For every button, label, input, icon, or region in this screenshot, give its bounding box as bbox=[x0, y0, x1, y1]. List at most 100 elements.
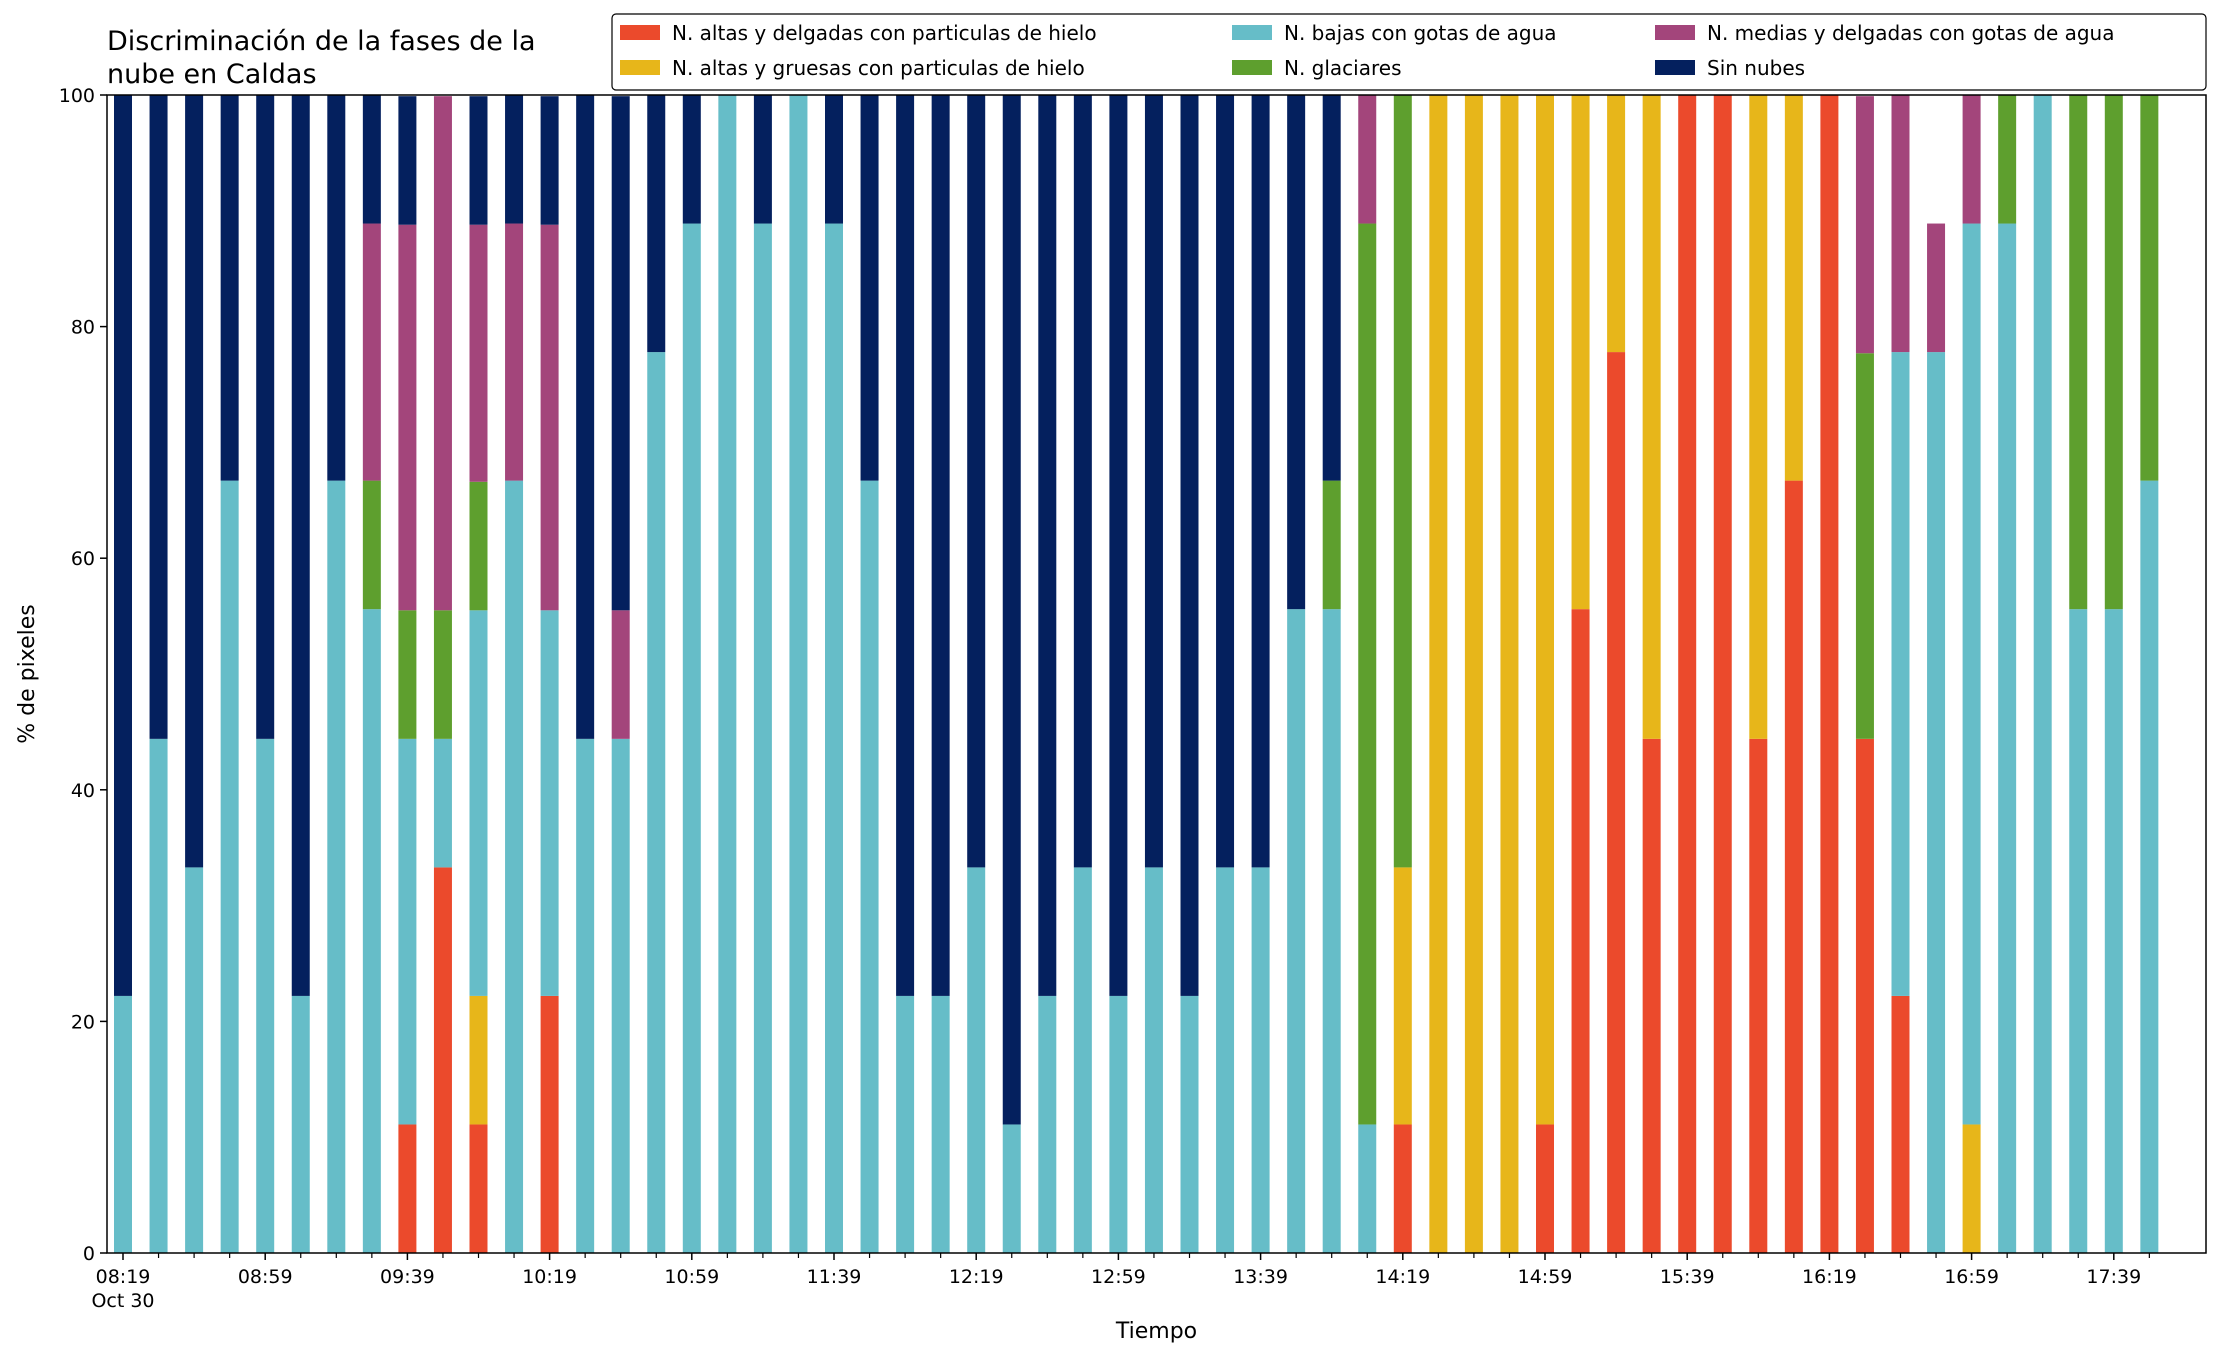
bar-segment bbox=[1642, 738, 1661, 1253]
y-axis: 0 20 40 60 80 100 bbox=[59, 85, 107, 1265]
bar-segment bbox=[398, 224, 417, 611]
bar-segment bbox=[1784, 480, 1803, 1253]
bar-segment bbox=[362, 95, 381, 224]
bar-segment bbox=[505, 480, 524, 1253]
bar-segment bbox=[505, 95, 524, 224]
legend-swatch bbox=[1655, 60, 1695, 75]
bar-segment bbox=[540, 224, 559, 611]
bar-segment bbox=[327, 95, 346, 481]
bar-segment bbox=[469, 481, 488, 611]
bar-segment bbox=[576, 738, 595, 1253]
bar-segment bbox=[1749, 95, 1768, 739]
legend-box bbox=[611, 13, 2207, 91]
bar-segment bbox=[2140, 480, 2159, 1253]
legend-swatch bbox=[1232, 25, 1272, 40]
bar-segment bbox=[185, 867, 204, 1253]
bar-segment bbox=[1962, 1124, 1981, 1253]
bar-segment bbox=[1784, 95, 1803, 481]
legend-entry: N. glaciares bbox=[1232, 56, 1402, 80]
x-tick-sublabel: Oct 30 bbox=[91, 1290, 154, 1312]
legend-swatch bbox=[620, 25, 660, 40]
bar-segment bbox=[1820, 95, 1839, 1253]
x-tick-label: 15:39 bbox=[1660, 1266, 1715, 1288]
y-tick-label: 60 bbox=[71, 548, 95, 570]
bar-segment bbox=[220, 95, 239, 481]
bar-segment bbox=[1855, 353, 1874, 739]
bar-segment bbox=[1216, 95, 1235, 868]
bar-segment bbox=[1251, 95, 1270, 868]
bar-segment bbox=[327, 480, 346, 1253]
bar-segment bbox=[860, 480, 879, 1253]
bar-segment bbox=[1927, 223, 1946, 353]
legend-entry: N. bajas con gotas de agua bbox=[1232, 21, 1557, 45]
bar-segment bbox=[576, 95, 595, 739]
bar-segment bbox=[682, 223, 701, 1253]
bar-segment bbox=[114, 995, 132, 1253]
bar-segment bbox=[1393, 867, 1412, 1125]
bar-segment bbox=[540, 96, 559, 225]
bar-segment bbox=[433, 738, 452, 868]
bar-segment bbox=[896, 995, 915, 1253]
x-tick-label: 08:59 bbox=[238, 1266, 293, 1288]
bar-segment bbox=[291, 95, 310, 996]
bar-segment bbox=[1998, 223, 2017, 1253]
y-tick-label: 0 bbox=[83, 1243, 95, 1265]
bar-segment bbox=[1038, 95, 1057, 996]
bar-segment bbox=[1713, 95, 1732, 1253]
bar-segment bbox=[2104, 609, 2123, 1253]
bar-segment bbox=[1891, 995, 1910, 1253]
bar-segment bbox=[1464, 95, 1483, 1253]
bar-segment bbox=[256, 738, 275, 1253]
legend-label: N. glaciares bbox=[1284, 56, 1402, 80]
bar-segment bbox=[682, 95, 701, 224]
legend: N. altas y delgadas con particulas de hi… bbox=[611, 13, 2207, 91]
bar-segment bbox=[362, 223, 381, 481]
bar-segment bbox=[1180, 995, 1199, 1253]
bar-segment bbox=[505, 223, 524, 481]
legend-label: Sin nubes bbox=[1707, 56, 1805, 80]
bar-segment bbox=[433, 867, 452, 1253]
plot-frame bbox=[106, 94, 2207, 1254]
legend-label: N. altas y delgadas con particulas de hi… bbox=[672, 21, 1097, 45]
bar-segment bbox=[1393, 1124, 1412, 1253]
y-tick-label: 20 bbox=[71, 1011, 95, 1033]
bar-segment bbox=[1642, 95, 1661, 739]
bar-segment bbox=[647, 95, 666, 353]
bar-segment bbox=[1500, 95, 1519, 1253]
bar-segment bbox=[362, 609, 381, 1253]
legend-swatch bbox=[1655, 25, 1695, 40]
bar-segment bbox=[398, 738, 417, 1125]
bar-segment bbox=[825, 95, 843, 224]
bar-segment bbox=[2069, 609, 2088, 1253]
bar-segment bbox=[398, 610, 417, 739]
legend-entry: N. medias y delgadas con gotas de agua bbox=[1655, 21, 2115, 45]
y-axis-label: % de pixeles bbox=[15, 604, 40, 743]
bar-segment bbox=[825, 223, 843, 1253]
bar-segment bbox=[1322, 609, 1341, 1253]
bar-segment bbox=[931, 995, 950, 1253]
bar-segment bbox=[1287, 609, 1306, 1253]
bar-segment bbox=[1002, 1124, 1021, 1253]
legend-label: N. medias y delgadas con gotas de agua bbox=[1707, 21, 2115, 45]
bar-segment bbox=[1536, 95, 1554, 1125]
legend-label: N. bajas con gotas de agua bbox=[1284, 21, 1557, 45]
x-tick-label: 09:39 bbox=[380, 1266, 435, 1288]
bar-segment bbox=[1251, 867, 1270, 1253]
bar-segment bbox=[1322, 95, 1341, 481]
bar-segment bbox=[2104, 95, 2123, 610]
legend-entry: Sin nubes bbox=[1655, 56, 1805, 80]
bar-segment bbox=[540, 610, 559, 996]
bar-segment bbox=[647, 352, 666, 1254]
bar-segment bbox=[1358, 1124, 1377, 1253]
bar-segment bbox=[1998, 95, 2017, 224]
bar-segment bbox=[1002, 95, 1021, 1125]
bar-segment bbox=[611, 610, 630, 739]
legend-entry: N. altas y delgadas con particulas de hi… bbox=[620, 21, 1097, 45]
bar-segment bbox=[149, 738, 168, 1253]
bar-segment bbox=[611, 738, 630, 1253]
bar-segment bbox=[1109, 95, 1128, 996]
bar-segment bbox=[1216, 867, 1235, 1253]
bar-segment bbox=[1322, 480, 1341, 610]
bar-segment bbox=[2069, 95, 2088, 610]
